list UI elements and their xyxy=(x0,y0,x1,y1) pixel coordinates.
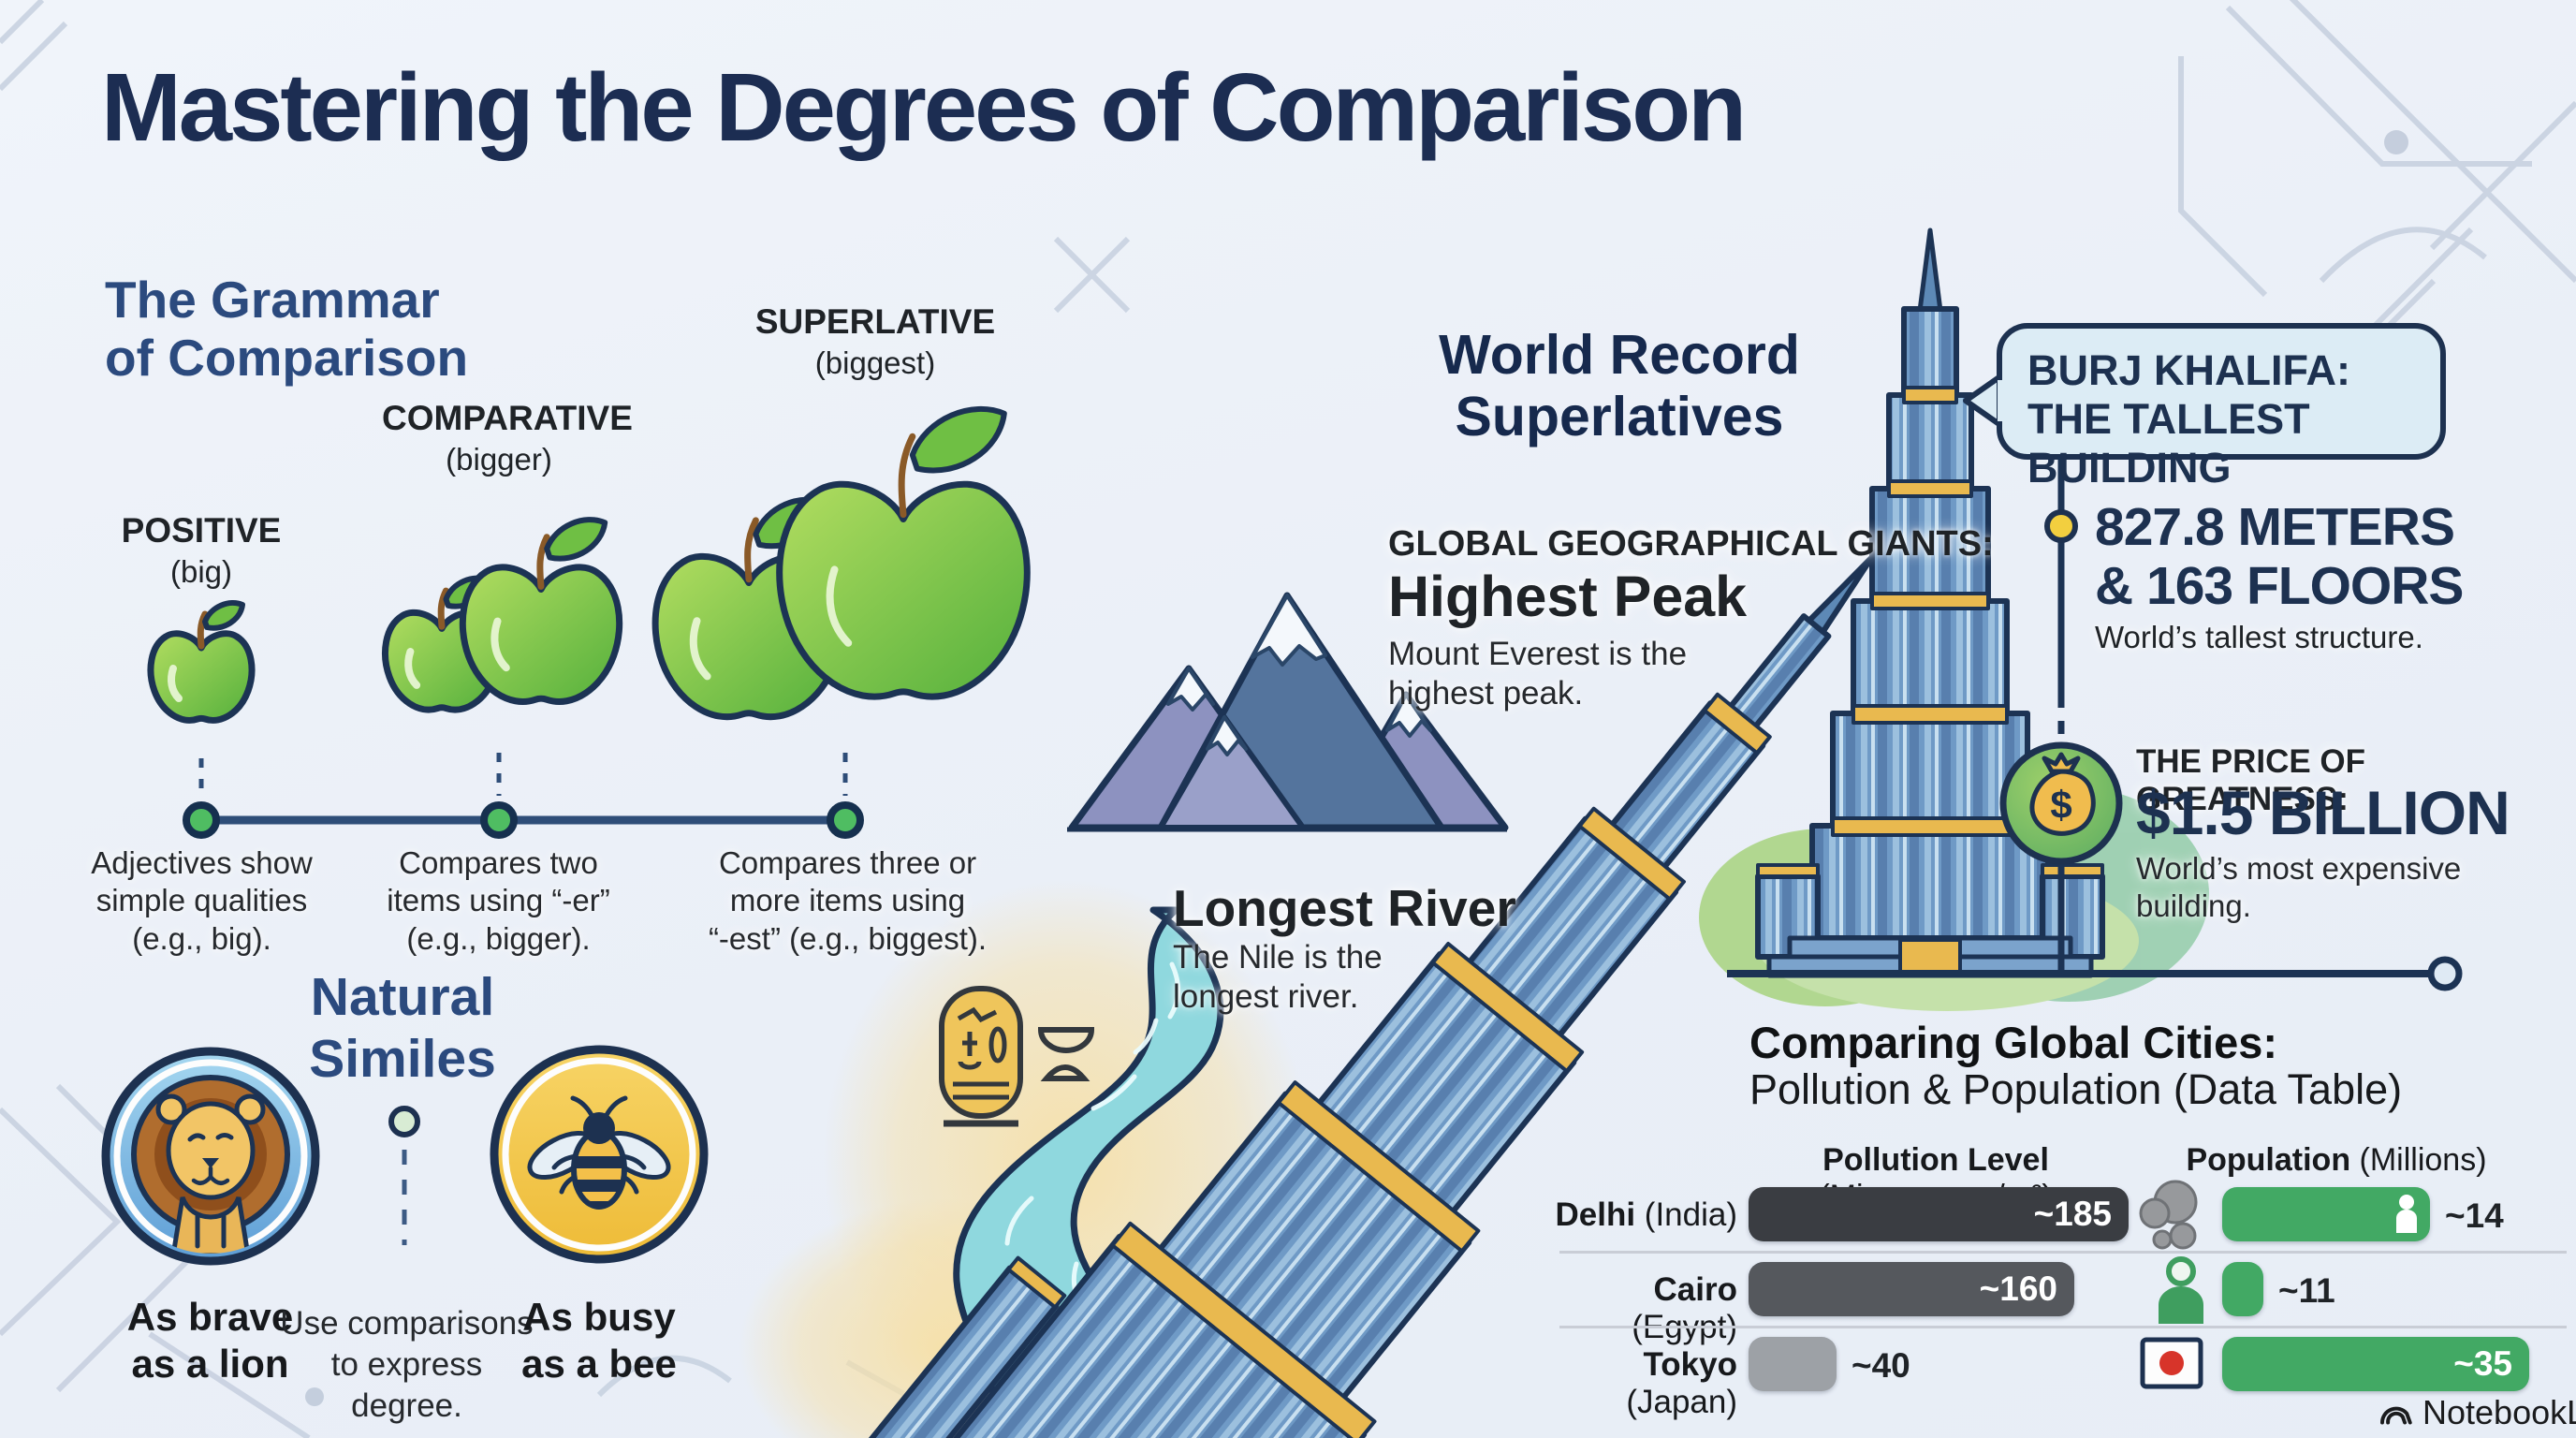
degree-superlative-desc: Compares three or more items using “-est… xyxy=(708,845,988,956)
degree-positive-example: (big) xyxy=(169,554,233,589)
dollar-glyph: $ xyxy=(2050,783,2071,827)
everest-mountain-illustration xyxy=(1067,592,1509,832)
degree-superlative-example: (biggest) xyxy=(814,345,936,380)
page-title: Mastering the Degrees of Comparison xyxy=(101,53,1747,161)
population-value-tokyo: ~35 xyxy=(2453,1344,2512,1383)
giants-kicker: GLOBAL GEOGRAPHICAL GIANTS: xyxy=(1388,524,1994,564)
col-header-pollution-bold: Pollution Level xyxy=(1822,1142,2049,1178)
cities-heading-bold: Comparing Global Cities: xyxy=(1749,1018,2278,1067)
degree-comparative: COMPARATIVE (bigger) xyxy=(382,399,633,477)
notebooklm-logo-icon xyxy=(2380,1406,2412,1425)
notebooklm-label: NotebookLM xyxy=(2422,1393,2576,1431)
population-value-cairo: ~11 xyxy=(2278,1271,2335,1310)
row-label-delhi: Delhi (India) xyxy=(1544,1196,1737,1234)
burj-height-stat: 827.8 METERS & 163 FLOORS xyxy=(2095,497,2464,616)
similes-heading: Natural Similes xyxy=(309,967,496,1089)
smog-icon xyxy=(2136,1178,2207,1257)
river-desc: The Nile is the longest river. xyxy=(1173,939,1383,1015)
population-bar-cairo xyxy=(2222,1262,2263,1316)
burj-height-caption: World’s tallest structure. xyxy=(2095,620,2423,654)
degree-positive-label: POSITIVE xyxy=(121,511,282,550)
col-header-population-unit: (Millions) xyxy=(2350,1142,2487,1178)
cartouche-icon xyxy=(939,986,1095,1127)
degree-comparative-example: (bigger) xyxy=(446,442,552,477)
bee-caption: As busy as a bee xyxy=(521,1295,677,1386)
degree-comparative-desc: Compares two items using “-er” (e.g., bi… xyxy=(387,845,610,956)
lion-caption: As brave as a lion xyxy=(126,1295,294,1386)
degree-positive: POSITIVE (big) xyxy=(84,511,318,590)
apple-positive-illustration xyxy=(151,603,252,720)
country-tokyo: (Japan) xyxy=(1626,1384,1737,1420)
pollution-bar-tokyo xyxy=(1749,1337,1837,1391)
col-header-population: Population (Millions) xyxy=(2147,1142,2525,1179)
apple-superlative-illustration xyxy=(655,409,1027,717)
tilted-burj-illustration xyxy=(791,554,1875,1438)
upright-burj-illustration xyxy=(1699,227,2463,1011)
grammar-timeline xyxy=(183,753,864,839)
col-header-population-bold: Population xyxy=(2186,1142,2351,1178)
burj-price-caption: World’s most expensive building. xyxy=(2136,851,2462,923)
row-separator xyxy=(1559,1326,2567,1328)
pollution-bar-cairo: ~160 xyxy=(1749,1262,2074,1316)
row-label-cairo: Cairo (Egypt) xyxy=(1544,1271,1737,1346)
simile-connector xyxy=(388,1106,420,1245)
cities-heading-rest: Pollution & Population (Data Table) xyxy=(1749,1065,2403,1113)
bee-icon xyxy=(490,1045,709,1264)
city-tokyo: Tokyo xyxy=(1643,1346,1737,1383)
population-value-delhi: ~14 xyxy=(2445,1196,2504,1235)
lion-icon xyxy=(101,1047,320,1266)
burj-bubble-text: BURJ KHALIFA: THE TALLEST BUILDING xyxy=(2027,346,2350,492)
degree-comparative-label: COMPARATIVE xyxy=(382,399,633,437)
peak-title: Highest Peak xyxy=(1388,565,1748,628)
pollution-bar-delhi: ~185 xyxy=(1749,1187,2129,1241)
peak-desc: Mount Everest is the highest peak. xyxy=(1388,636,1688,712)
river-title: Longest River xyxy=(1173,879,1516,937)
country-delhi: (India) xyxy=(1635,1196,1737,1233)
degree-positive-desc: Adjectives show simple qualities (e.g., … xyxy=(91,845,313,956)
burj-price-kicker: THE PRICE OF GREATNESS: xyxy=(2136,743,2366,817)
similes-note: Use comparisons to express degree. xyxy=(280,1305,534,1424)
person-white-icon xyxy=(2396,1195,2417,1233)
notebooklm-brand: NotebookLM xyxy=(2376,1393,2576,1432)
row-separator xyxy=(1559,1251,2567,1254)
city-delhi: Delhi xyxy=(1555,1196,1636,1233)
japan-flag-icon xyxy=(2140,1337,2203,1394)
degree-superlative: SUPERLATIVE (biggest) xyxy=(744,302,1006,381)
population-bar-delhi xyxy=(2222,1187,2430,1241)
degree-superlative-label: SUPERLATIVE xyxy=(754,302,996,341)
population-bar-tokyo: ~35 xyxy=(2222,1337,2529,1391)
money-bag-icon: $ xyxy=(1999,741,2123,865)
records-heading: World Record Superlatives xyxy=(1439,324,1800,448)
pollution-value-delhi: ~185 xyxy=(2033,1195,2112,1233)
person-green-icon xyxy=(2151,1255,2211,1330)
pollution-value-cairo: ~160 xyxy=(1979,1269,2057,1308)
grammar-heading: The Grammar of Comparison xyxy=(105,271,469,387)
row-label-tokyo: Tokyo (Japan) xyxy=(1544,1346,1737,1421)
burj-price-value: $1.5 BILLION xyxy=(2136,778,2510,847)
city-cairo: Cairo xyxy=(1653,1271,1737,1308)
burj-callout: $ xyxy=(1963,323,2446,970)
apple-comparative-illustration xyxy=(386,520,620,710)
pollution-value-tokyo: ~40 xyxy=(1852,1346,1910,1385)
